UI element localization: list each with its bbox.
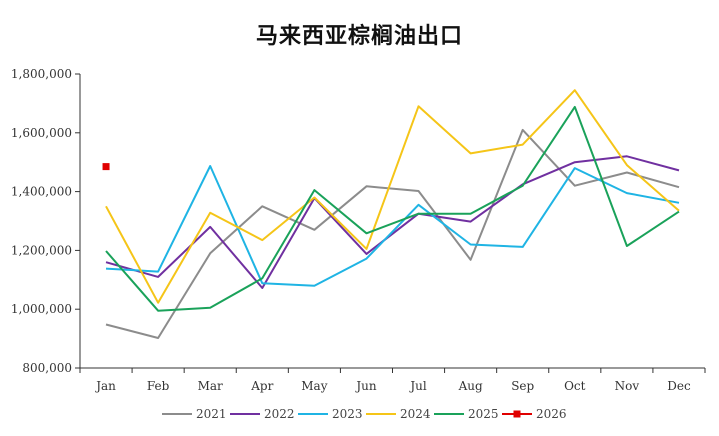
chart-title: 马来西亚棕榈油出口 xyxy=(255,24,463,49)
y-tick-label: 1,200,000 xyxy=(11,243,72,257)
x-tick-label: Mar xyxy=(198,379,223,393)
legend-item-2024: 2024 xyxy=(366,407,431,421)
legend-item-2023: 2023 xyxy=(298,407,363,421)
x-tick-label: Sep xyxy=(511,379,534,393)
x-tick-label: Aug xyxy=(458,379,483,393)
legend-item-2022: 2022 xyxy=(230,407,295,421)
y-tick-label: 1,400,000 xyxy=(11,185,72,199)
x-tick-label: Nov xyxy=(615,379,640,393)
axes: 800,000 1,000,000 1,200,000 1,400,000 1,600,… xyxy=(11,67,706,393)
series-line-2024 xyxy=(105,89,680,304)
data-point-2026 xyxy=(102,163,110,171)
x-tick-label: Jan xyxy=(94,379,116,393)
legend-label: 2022 xyxy=(264,407,295,421)
legend-item-2026: 2026 xyxy=(502,407,567,421)
y-tick-label: 1,000,000 xyxy=(11,302,72,316)
legend-label: 2024 xyxy=(400,407,431,421)
y-tick-label: 1,600,000 xyxy=(11,126,72,140)
legend: 2021 2022 2023 2024 2025 2026 xyxy=(162,407,567,421)
series-line-2021 xyxy=(105,128,680,339)
x-tick-label: Apr xyxy=(250,379,273,393)
legend-label: 2023 xyxy=(332,407,363,421)
x-tick-label: May xyxy=(301,379,327,393)
x-tick-label: Oct xyxy=(564,379,586,393)
series-line-2023 xyxy=(105,165,680,287)
y-tick-label: 800,000 xyxy=(22,361,72,375)
x-tick-label: Feb xyxy=(147,379,170,393)
series-line-2025 xyxy=(105,105,680,312)
x-tick-label: Jun xyxy=(354,379,377,393)
series-line-2022 xyxy=(105,155,680,289)
legend-item-2021: 2021 xyxy=(162,407,227,421)
x-tick-label: Dec xyxy=(667,379,691,393)
legend-marker xyxy=(513,410,521,418)
series-lines xyxy=(102,89,680,339)
legend-label: 2025 xyxy=(468,407,499,421)
y-tick-label: 1,800,000 xyxy=(11,67,72,81)
legend-label: 2021 xyxy=(196,407,227,421)
x-tick-label: Jul xyxy=(408,379,427,393)
legend-item-2025: 2025 xyxy=(434,407,499,421)
legend-label: 2026 xyxy=(536,407,567,421)
